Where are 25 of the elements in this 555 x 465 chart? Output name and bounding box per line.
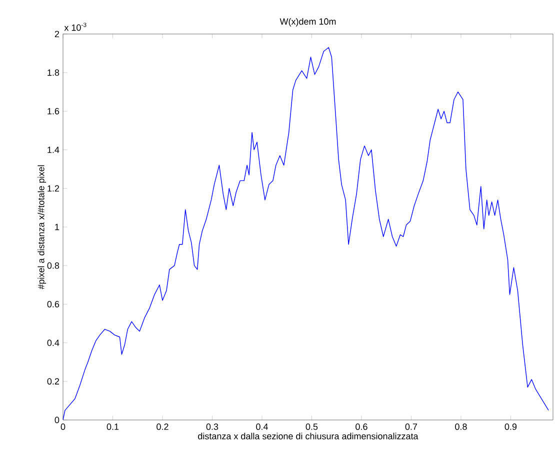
y-tick-label: 0.4 [47, 340, 60, 346]
x-tick-label: 0.9 [504, 424, 517, 430]
y-tick-label: 1 [55, 224, 60, 230]
x-tick-label: 0.1 [106, 424, 119, 430]
text: x 10$^{-3}$ [64, 22, 86, 31]
y-tick-label: 0.8 [47, 262, 60, 269]
x-tick-label: 0 [60, 424, 66, 430]
x-tick-label: 0.5 [306, 424, 318, 430]
y-tick-label: 1.6 [48, 108, 60, 114]
x-tick-label: 0.3 [206, 424, 218, 430]
y-tick-label: 1.8 [48, 69, 60, 76]
y-axis-title: #pixel a distanza x/#totale pixel [38, 165, 46, 290]
x-tick-label: 0.7 [405, 424, 418, 430]
y-tick-label: 1.4 [48, 146, 60, 153]
y-tick-label: 0.6 [47, 300, 60, 308]
y-tick-label: 0.2 [47, 378, 60, 385]
x-axis-title: distanza x dalla sezione di chiusura adimensionalizzata [198, 432, 418, 440]
x-tick-label: 0.6 [356, 424, 368, 430]
y-tick-label: 2 [54, 30, 60, 38]
chart-title: W(x)dem 10m [280, 18, 336, 26]
x-tick-label: 0.4 [256, 424, 268, 430]
x-tick-label: 0.2 [156, 424, 168, 430]
y-tick-label: 0 [54, 416, 60, 424]
x-tick-label: 0.8 [455, 424, 467, 430]
y-tick-label: 1.2 [48, 185, 60, 192]
